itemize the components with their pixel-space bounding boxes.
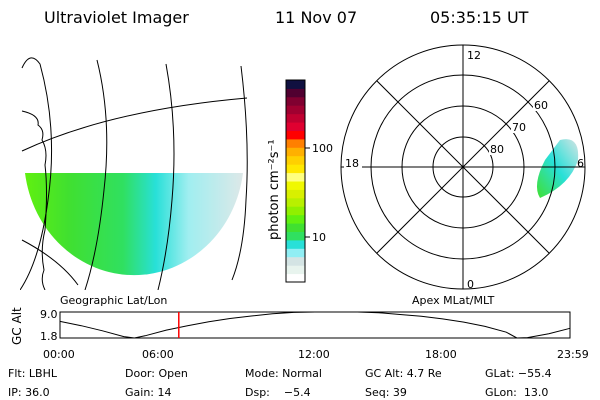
colorbar-band — [286, 172, 305, 182]
mlat-label-80: 80 — [490, 143, 504, 156]
geographic-map — [20, 57, 248, 290]
ytick-1-8: 1.8 — [40, 330, 58, 343]
mlt-label-12: 12 — [467, 49, 481, 62]
aurora-image-apex — [536, 139, 579, 198]
colorbar-label: photon cm⁻²s⁻¹ — [267, 139, 282, 240]
colorbar-band — [286, 80, 305, 89]
colorbar-band — [286, 223, 305, 232]
status-gc-alt: GC Alt: 4.7 Re — [365, 367, 442, 380]
altitude-chart: 9.0 1.8 GC Alt 00:00 06:00 12:00 18:00 2… — [10, 307, 589, 361]
status-dsp: Dsp: −5.4 — [245, 386, 311, 399]
ytick-9: 9.0 — [40, 308, 58, 321]
colorbar-band — [286, 147, 305, 157]
colorbar-band — [286, 206, 305, 216]
status-ip: IP: 36.0 — [8, 386, 50, 399]
colorbar-band — [286, 189, 305, 199]
colorbar-band — [286, 181, 305, 190]
xtick-0600: 06:00 — [142, 348, 174, 361]
colorbar-band — [286, 130, 305, 140]
apex-label: Apex MLat/MLT — [412, 294, 495, 307]
altitude-chart-frame — [59, 311, 571, 339]
xtick-0000: 00:00 — [43, 348, 75, 361]
colorbar-band — [286, 256, 305, 266]
geographic-label: Geographic Lat/Lon — [60, 294, 167, 307]
status-gain: Gain: 14 — [125, 386, 172, 399]
status-glat: GLat: −55.4 — [485, 367, 552, 380]
colorbar-band — [286, 214, 305, 224]
colorbar-band — [286, 239, 305, 249]
colorbar-band — [286, 105, 305, 115]
xtick-1200: 12:00 — [298, 348, 330, 361]
colorbar-frame — [285, 79, 306, 283]
status-door: Door: Open — [125, 367, 188, 380]
mlat-label-70: 70 — [512, 121, 526, 134]
colorbar-band — [286, 122, 305, 131]
instrument-title: Ultraviolet Imager — [44, 8, 189, 27]
colorbar-band — [286, 248, 305, 258]
colorbar-band — [286, 231, 305, 241]
colorbar-band — [286, 96, 305, 106]
xtick-1800: 18:00 — [425, 348, 457, 361]
mlt-label-6: 6 — [577, 157, 584, 170]
xtick-2359: 23:59 — [557, 348, 589, 361]
colorbar-band — [286, 138, 305, 148]
status-seq: Seq: 39 — [365, 386, 407, 399]
status-mode: Mode: Normal — [245, 367, 322, 380]
colorbar-band — [286, 88, 305, 98]
colorbar-tick-100: 100 — [312, 142, 333, 155]
mlat-label-60: 60 — [534, 99, 548, 112]
y-axis-label: GC Alt — [10, 307, 24, 345]
colorbar-tick-10: 10 — [312, 231, 326, 244]
colorbar-band — [286, 113, 305, 123]
status-info: Flt: LBHL Door: Open Mode: Normal GC Alt… — [8, 367, 552, 399]
status-filter: Flt: LBHL — [8, 367, 58, 380]
mlt-label-0: 0 — [467, 278, 474, 291]
mlt-label-18: 18 — [345, 157, 359, 170]
altitude-series-line — [59, 311, 571, 339]
graticule — [20, 57, 248, 290]
time-label: 05:35:15 UT — [430, 8, 529, 27]
polar-grid — [340, 44, 586, 290]
colorbar-band — [286, 273, 305, 283]
status-glon: GLon: 13.0 — [485, 386, 548, 399]
colorbar-band — [286, 155, 305, 165]
colorbar-band — [286, 265, 305, 275]
apex-polar-map: 12 18 6 0 60 70 80 — [340, 44, 586, 291]
colorbar-band — [286, 164, 305, 174]
date-label: 11 Nov 07 — [275, 8, 358, 27]
colorbar-band — [286, 197, 305, 207]
aurora-image-geographic — [25, 173, 243, 276]
colorbar — [286, 80, 305, 283]
